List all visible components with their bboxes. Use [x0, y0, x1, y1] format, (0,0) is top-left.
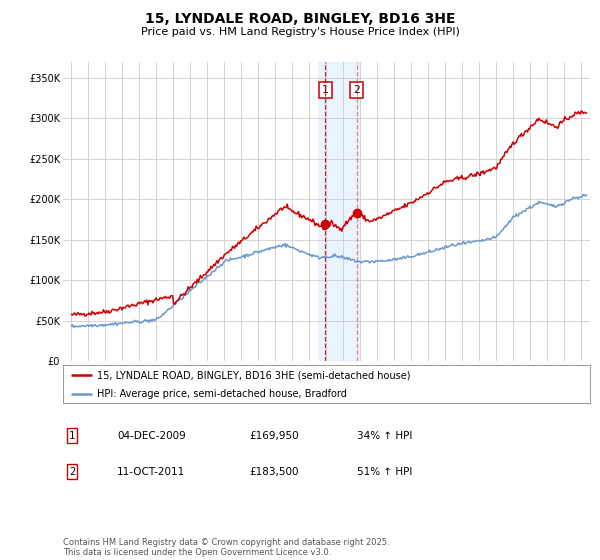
- Text: 1: 1: [69, 431, 75, 441]
- Text: 51% ↑ HPI: 51% ↑ HPI: [357, 466, 412, 477]
- Text: 11-OCT-2011: 11-OCT-2011: [117, 466, 185, 477]
- Text: 15, LYNDALE ROAD, BINGLEY, BD16 3HE: 15, LYNDALE ROAD, BINGLEY, BD16 3HE: [145, 12, 455, 26]
- Text: 34% ↑ HPI: 34% ↑ HPI: [357, 431, 412, 441]
- Text: Contains HM Land Registry data © Crown copyright and database right 2025.
This d: Contains HM Land Registry data © Crown c…: [63, 538, 389, 557]
- Text: HPI: Average price, semi-detached house, Bradford: HPI: Average price, semi-detached house,…: [97, 389, 347, 399]
- Text: 2: 2: [353, 85, 360, 95]
- Text: 1: 1: [322, 85, 328, 95]
- Bar: [318, 62, 359, 361]
- Text: 2: 2: [69, 466, 75, 477]
- Text: Price paid vs. HM Land Registry's House Price Index (HPI): Price paid vs. HM Land Registry's House …: [140, 27, 460, 38]
- Text: 15, LYNDALE ROAD, BINGLEY, BD16 3HE (semi-detached house): 15, LYNDALE ROAD, BINGLEY, BD16 3HE (sem…: [97, 370, 411, 380]
- Text: £169,950: £169,950: [249, 431, 299, 441]
- Text: £183,500: £183,500: [249, 466, 299, 477]
- Text: 04-DEC-2009: 04-DEC-2009: [117, 431, 186, 441]
